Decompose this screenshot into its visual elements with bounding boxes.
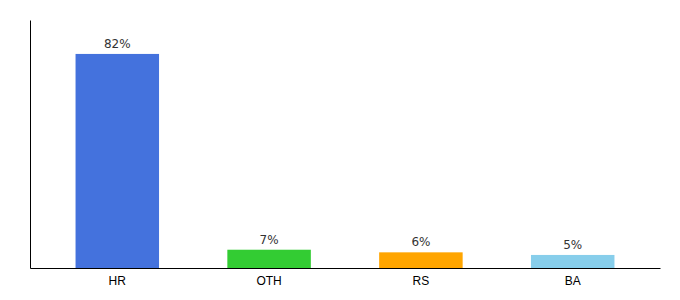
bar xyxy=(379,252,462,268)
x-axis: HR OTH RS BA xyxy=(31,268,661,288)
x-tick-label: HR xyxy=(109,274,127,288)
x-axis-line xyxy=(31,268,661,269)
bar xyxy=(227,250,310,268)
bar xyxy=(76,54,159,268)
data-label: 5% xyxy=(563,238,582,252)
chart-svg: HR OTH RS BA 82% 7% 6% 5% xyxy=(0,0,680,300)
x-tick: OTH xyxy=(256,268,281,288)
chart-container: HR OTH RS BA 82% 7% 6% 5% xyxy=(0,0,680,300)
plot-area: HR OTH RS BA 82% 7% 6% 5% xyxy=(31,21,661,288)
x-tick-label: RS xyxy=(413,274,430,288)
x-tick-label: BA xyxy=(565,274,581,288)
x-tick: RS xyxy=(413,268,430,288)
y-axis-line xyxy=(30,21,31,269)
x-tick: HR xyxy=(109,268,127,288)
data-label: 7% xyxy=(260,233,279,247)
x-tick: BA xyxy=(565,268,581,288)
bars xyxy=(76,54,615,268)
data-label: 6% xyxy=(411,235,430,249)
data-label: 82% xyxy=(104,37,131,51)
data-labels: 82% 7% 6% 5% xyxy=(104,37,582,252)
bar xyxy=(531,255,614,268)
y-axis xyxy=(30,21,31,269)
x-tick-label: OTH xyxy=(256,274,281,288)
